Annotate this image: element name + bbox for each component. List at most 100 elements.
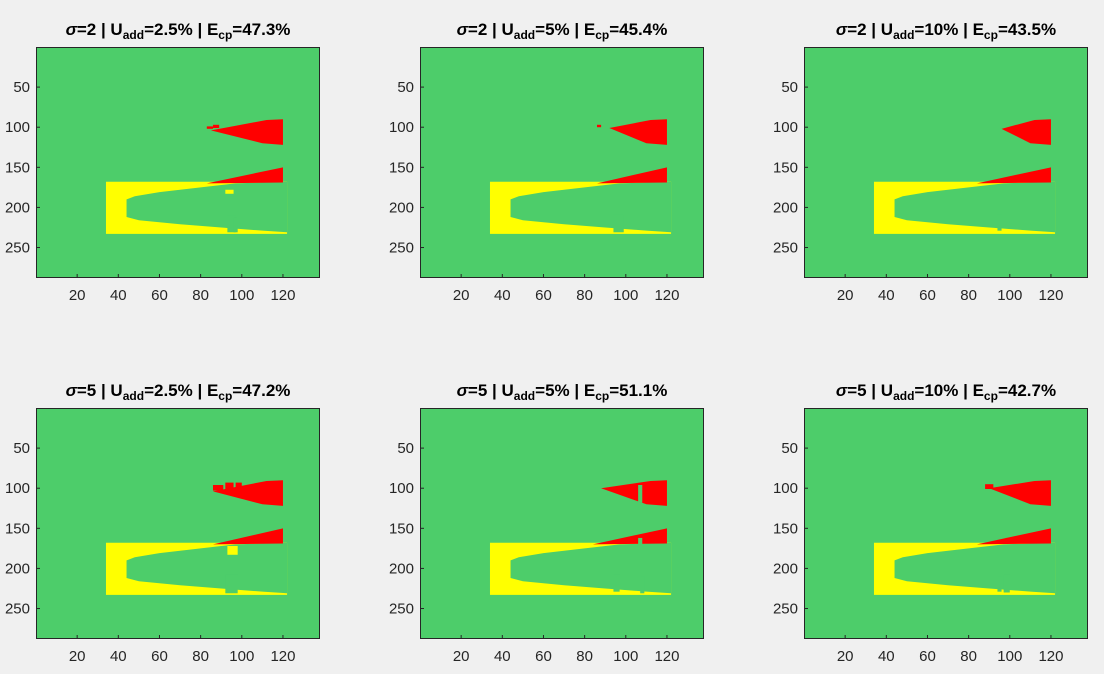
panel-title: σ=5 | Uadd=2.5% | Ecp=47.2% (66, 381, 291, 403)
x-tick-label: 60 (151, 648, 168, 665)
x-tick-label: 80 (192, 648, 209, 665)
heatmap-blob (1005, 537, 1019, 542)
axes-box (420, 47, 704, 278)
heatmap-blob (225, 189, 234, 194)
x-tick-label: 20 (69, 648, 86, 665)
heatmap-blob (613, 214, 624, 233)
axes-box (36, 408, 320, 639)
red-upper-wedge (609, 119, 667, 145)
green-wedge (894, 542, 1056, 595)
heatmap-blob (640, 576, 645, 594)
y-tick-label: 250 (5, 240, 30, 257)
y-tick-label: 200 (5, 199, 30, 216)
y-tick-label: 150 (389, 520, 414, 537)
x-tick-label: 100 (997, 287, 1022, 304)
y-tick-label: 150 (5, 520, 30, 537)
x-tick-label: 80 (960, 648, 977, 665)
x-tick-label: 60 (919, 648, 936, 665)
y-tick-label: 150 (773, 159, 798, 176)
y-tick-label: 50 (13, 440, 30, 457)
panel-title: σ=2 | Uadd=5% | Ecp=45.4% (457, 20, 668, 42)
x-tick-label: 100 (997, 648, 1022, 665)
red-upper-wedge (212, 480, 283, 506)
panel-2: 20 40 60 80 100 120 50 100 150 200 250 σ=2 | Uadd=5… (389, 20, 704, 304)
red-lower-wedge (976, 167, 1051, 184)
red-lower-wedge (206, 167, 283, 184)
y-tick-label: 50 (397, 440, 414, 457)
y-tick-label: 250 (773, 240, 798, 257)
heatmap-blob (235, 482, 242, 494)
red-upper-wedge (989, 480, 1051, 506)
axes-box (804, 47, 1088, 278)
green-wedge (126, 181, 288, 234)
x-tick-label: 40 (878, 287, 895, 304)
heatmap-background (804, 47, 1088, 278)
y-tick-label: 200 (773, 560, 798, 577)
heatmap-blob (227, 545, 238, 555)
y-tick-label: 50 (781, 79, 798, 96)
x-tick-label: 60 (535, 287, 552, 304)
x-tick-label: 120 (270, 648, 295, 665)
red-lower-wedge (596, 167, 667, 184)
heatmap-blob (997, 214, 1002, 231)
y-tick-label: 50 (13, 79, 30, 96)
heatmap-blob (225, 574, 238, 594)
x-tick-label: 80 (576, 287, 593, 304)
x-tick-label: 20 (453, 648, 470, 665)
heatmap-blob (212, 124, 220, 129)
x-tick-label: 100 (229, 648, 254, 665)
x-tick-label: 40 (494, 287, 511, 304)
y-tick-label: 200 (389, 560, 414, 577)
x-tick-label: 20 (837, 287, 854, 304)
y-tick-label: 150 (389, 159, 414, 176)
heatmap-background (420, 408, 704, 639)
y-tick-label: 250 (5, 601, 30, 618)
y-tick-label: 200 (389, 199, 414, 216)
x-tick-label: 120 (1038, 287, 1063, 304)
y-tick-label: 250 (773, 601, 798, 618)
red-lower-wedge (976, 528, 1051, 545)
x-tick-label: 60 (151, 287, 168, 304)
y-tick-label: 100 (5, 119, 30, 136)
heatmap-blob (985, 484, 994, 490)
red-upper-wedge (210, 119, 283, 145)
x-tick-label: 80 (576, 648, 593, 665)
heatmap-blob (613, 574, 620, 592)
panel-title: σ=2 | Uadd=2.5% | Ecp=47.3% (66, 20, 291, 42)
x-tick-label: 40 (110, 648, 127, 665)
red-lower-wedge (592, 528, 667, 545)
y-tick-label: 150 (773, 520, 798, 537)
heatmap-background (804, 408, 1088, 639)
x-tick-label: 20 (837, 648, 854, 665)
x-tick-label: 40 (110, 287, 127, 304)
y-tick-label: 100 (773, 480, 798, 497)
x-tick-label: 100 (613, 648, 638, 665)
heatmap-blob (638, 485, 643, 503)
y-tick-label: 100 (389, 119, 414, 136)
y-tick-label: 100 (773, 119, 798, 136)
green-wedge (510, 542, 672, 595)
red-lower-wedge (212, 528, 283, 545)
y-tick-label: 50 (397, 79, 414, 96)
heatmap-blob (638, 537, 643, 545)
y-tick-label: 250 (389, 240, 414, 257)
heatmap-background (36, 408, 320, 639)
heatmap-background (420, 47, 704, 278)
panel-4: 20 40 60 80 100 120 50 100 150 200 250 σ=5 | Uadd=2… (5, 381, 320, 665)
y-tick-label: 200 (5, 560, 30, 577)
panel-5: 20 40 60 80 100 120 50 100 150 200 250 σ=5 | Uadd=5… (389, 381, 704, 665)
x-tick-label: 60 (535, 648, 552, 665)
x-tick-label: 40 (494, 648, 511, 665)
y-tick-label: 250 (389, 601, 414, 618)
heatmap-blob (227, 215, 236, 233)
heatmap-blob (212, 485, 224, 491)
y-tick-label: 150 (5, 159, 30, 176)
x-tick-label: 40 (878, 648, 895, 665)
heatmap-blob (206, 126, 213, 129)
green-wedge (510, 181, 672, 234)
x-tick-label: 80 (192, 287, 209, 304)
x-tick-label: 120 (270, 287, 295, 304)
y-tick-label: 50 (781, 440, 798, 457)
y-tick-label: 200 (773, 199, 798, 216)
